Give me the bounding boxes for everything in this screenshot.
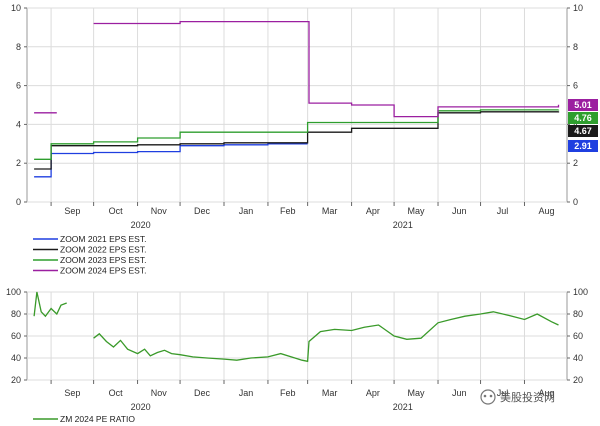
legend-label: ZOOM 2021 EPS EST.	[60, 234, 146, 244]
series-line	[34, 111, 560, 170]
y-tick-label-right: 8	[573, 42, 578, 52]
pe-right-axis: 20 40 60 80 100	[567, 287, 588, 385]
y-tick-label-right: 6	[573, 81, 578, 91]
legend-label: ZOOM 2023 EPS EST.	[60, 255, 146, 265]
legend-label: ZOOM 2022 EPS EST.	[60, 245, 146, 255]
x-tick-label: Mar	[322, 206, 338, 216]
x-tick-label: Apr	[366, 388, 380, 398]
watermark-icon-dot	[483, 394, 487, 398]
x-tick-label: Oct	[109, 206, 124, 216]
x-tick-label: Mar	[322, 388, 338, 398]
x-tick-label: Jun	[452, 206, 467, 216]
series-line	[34, 143, 308, 178]
y-tick-label-left: 2	[16, 158, 21, 168]
y-tick-label-right: 60	[573, 331, 583, 341]
x-year-label: 2021	[393, 220, 413, 230]
x-tick-label: Oct	[109, 388, 124, 398]
y-tick-label-left: 20	[11, 375, 21, 385]
y-tick-label-right: 2	[573, 158, 578, 168]
y-tick-label-right: 0	[573, 197, 578, 207]
eps-left-axis: 0 2 4 6 8 10	[11, 3, 27, 207]
pe-grid	[27, 291, 567, 381]
y-tick-label-left: 10	[11, 3, 21, 13]
pe-panel: 20 40 60 80 100 20 40 60 80 100 Sep Oct Nov Dec Jan F…	[6, 287, 588, 412]
y-tick-label-left: 8	[16, 42, 21, 52]
x-tick-label: Sep	[64, 388, 80, 398]
eps-year-axis: 2020 2021	[131, 220, 413, 230]
x-tick-label: Jul	[497, 388, 509, 398]
series-line	[34, 20, 560, 118]
x-tick-label: Feb	[280, 388, 296, 398]
x-tick-label: May	[408, 388, 426, 398]
last-value-badge	[568, 112, 598, 124]
last-value-badge-label: 2.91	[574, 141, 592, 151]
x-tick-label: Apr	[366, 206, 380, 216]
last-value-badge-label: 5.01	[574, 100, 592, 110]
eps-plot-frame	[26, 7, 568, 203]
series-line	[34, 109, 560, 160]
x-year-label: 2020	[131, 402, 151, 412]
x-tick-label: Dec	[194, 388, 211, 398]
pe-legend: ZM 2024 PE RATIO	[33, 414, 135, 424]
pe-month-axis: Sep Oct Nov Dec Jan Feb Mar Apr May Jun Jul Aug	[50, 380, 554, 398]
series-line	[33, 291, 559, 363]
last-value-badge	[568, 125, 598, 137]
x-tick-label: May	[408, 206, 426, 216]
x-tick-label: Jul	[497, 206, 509, 216]
y-tick-label-left: 6	[16, 81, 21, 91]
pe-lines	[33, 291, 559, 363]
x-tick-label: Sep	[64, 206, 80, 216]
pe-year-axis: 2020 2021	[131, 402, 413, 412]
last-value-badge	[568, 99, 598, 111]
y-tick-label-right: 4	[573, 119, 578, 129]
eps-lines	[34, 20, 560, 178]
y-tick-label-right: 10	[573, 3, 583, 13]
eps-right-axis: 0 2 4 6 8 10	[567, 3, 583, 207]
legend-label: ZM 2024 PE RATIO	[60, 414, 135, 424]
last-value-badge-label: 4.67	[574, 126, 592, 136]
y-tick-label-left: 100	[6, 287, 21, 297]
watermark-icon	[480, 389, 496, 405]
legend-label: ZOOM 2024 EPS EST.	[60, 266, 146, 276]
x-tick-label: Nov	[151, 388, 168, 398]
y-tick-label-right: 40	[573, 353, 583, 363]
x-tick-label: Dec	[194, 206, 211, 216]
x-tick-label: Jan	[239, 206, 254, 216]
eps-grid	[27, 7, 567, 203]
watermark-text: 美股投资网	[500, 390, 555, 404]
x-year-label: 2020	[131, 220, 151, 230]
y-tick-label-right: 100	[573, 287, 588, 297]
eps-legend: ZOOM 2021 EPS EST.ZOOM 2022 EPS EST.ZOOM…	[33, 234, 146, 276]
x-year-label: 2021	[393, 402, 413, 412]
eps-panel: 0 2 4 6 8 10 0 2 4 6 8 10 Sep Oct Nov Dec Jan Feb Mar Apr…	[11, 3, 598, 230]
y-tick-label-left: 4	[16, 119, 21, 129]
watermark: 美股投资网	[480, 389, 555, 405]
y-tick-label-right: 80	[573, 309, 583, 319]
eps-last-value-badges: 5.01 4.76 4.67 2.91	[568, 99, 598, 152]
y-tick-label-right: 20	[573, 375, 583, 385]
y-tick-label-left: 60	[11, 331, 21, 341]
x-tick-label: Feb	[280, 206, 296, 216]
pe-left-axis: 20 40 60 80 100	[6, 287, 27, 385]
watermark-icon-dot	[489, 394, 493, 398]
x-tick-label: Jun	[452, 388, 467, 398]
eps-month-axis: Sep Oct Nov Dec Jan Feb Mar Apr May Jun Jul Aug	[50, 202, 554, 216]
x-tick-label: Jan	[239, 388, 254, 398]
y-tick-label-left: 0	[16, 197, 21, 207]
x-tick-label: Aug	[538, 206, 554, 216]
y-tick-label-left: 40	[11, 353, 21, 363]
last-value-badge-label: 4.76	[574, 113, 592, 123]
x-tick-label: Aug	[538, 388, 554, 398]
last-value-badge	[568, 140, 598, 152]
y-tick-label-left: 80	[11, 309, 21, 319]
x-tick-label: Nov	[151, 206, 168, 216]
